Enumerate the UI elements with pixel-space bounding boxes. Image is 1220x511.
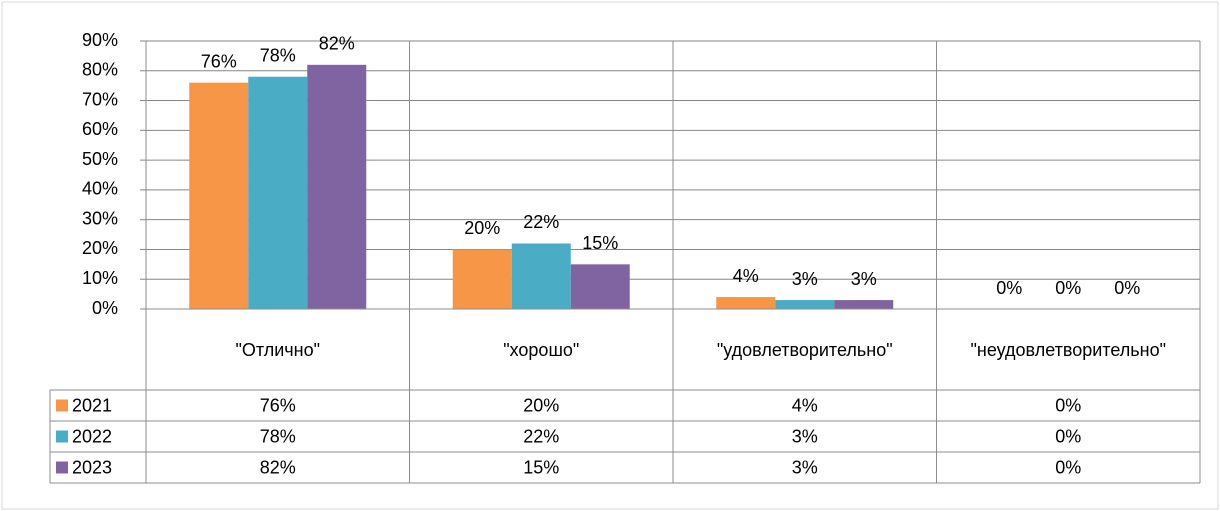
y-tick-label: 40% xyxy=(82,179,118,199)
bar xyxy=(775,300,835,309)
table-cell: 20% xyxy=(523,395,559,415)
category-cell: "хорошо" xyxy=(410,311,674,388)
category-cell: "неудовлетворительно" xyxy=(937,311,1201,388)
bar xyxy=(248,76,308,309)
category-cell: "Отлично" xyxy=(146,311,410,388)
y-tick-label: 50% xyxy=(82,149,118,169)
legend-label: 2021 xyxy=(72,395,112,415)
x-tick-label: "удовлетворительно" xyxy=(673,311,937,388)
x-tick-text: "неудовлетворительно" xyxy=(970,339,1166,360)
table-cell: 3% xyxy=(792,457,818,477)
y-tick-label: 80% xyxy=(82,60,118,80)
table-cell: 0% xyxy=(1055,395,1081,415)
table-cell: 22% xyxy=(523,426,559,446)
data-label: 78% xyxy=(260,45,296,65)
x-tick-text: "удовлетворительно" xyxy=(716,339,893,360)
legend-key xyxy=(56,430,68,443)
x-tick-label: "Отлично" xyxy=(146,311,410,388)
data-label: 15% xyxy=(582,233,618,253)
category-cell: "удовлетворительно" xyxy=(673,311,937,388)
data-label: 0% xyxy=(1055,278,1081,298)
y-tick-label: 20% xyxy=(82,238,118,258)
legend-label: 2023 xyxy=(72,457,112,477)
x-tick-text: "Отлично" xyxy=(235,339,320,360)
y-tick-label: 10% xyxy=(82,268,118,288)
y-tick-label: 60% xyxy=(82,119,118,139)
data-label: 82% xyxy=(319,34,355,54)
bar xyxy=(570,264,630,309)
y-tick-label: 90% xyxy=(82,30,118,50)
x-tick-label: "неудовлетворительно" xyxy=(937,311,1201,388)
table-cell: 0% xyxy=(1055,426,1081,446)
table-cell: 82% xyxy=(260,457,296,477)
y-tick-label: 70% xyxy=(82,89,118,109)
data-label: 76% xyxy=(201,51,237,71)
legend-key xyxy=(56,461,68,474)
data-label: 4% xyxy=(733,266,759,286)
data-label: 0% xyxy=(1114,278,1140,298)
bar xyxy=(511,243,571,309)
bar xyxy=(307,64,367,309)
table-cell: 76% xyxy=(260,395,296,415)
data-label: 0% xyxy=(996,278,1022,298)
x-tick-label: "хорошо" xyxy=(410,311,674,388)
data-label: 3% xyxy=(792,269,818,289)
legend-key xyxy=(56,399,68,412)
table-cell: 15% xyxy=(523,457,559,477)
data-label: 20% xyxy=(464,218,500,238)
table-cell: 3% xyxy=(792,426,818,446)
bar xyxy=(452,249,512,309)
table-cell: 4% xyxy=(792,395,818,415)
x-tick-text: "хорошо" xyxy=(503,339,580,360)
y-tick-label: 0% xyxy=(92,298,118,318)
table-cell: 0% xyxy=(1055,457,1081,477)
table-cell: 78% xyxy=(260,426,296,446)
y-tick-label: 30% xyxy=(82,208,118,228)
legend-label: 2022 xyxy=(72,426,112,446)
bar xyxy=(189,82,249,309)
data-label: 22% xyxy=(523,212,559,232)
bar xyxy=(716,297,776,309)
bar xyxy=(834,300,894,309)
data-label: 3% xyxy=(851,269,877,289)
